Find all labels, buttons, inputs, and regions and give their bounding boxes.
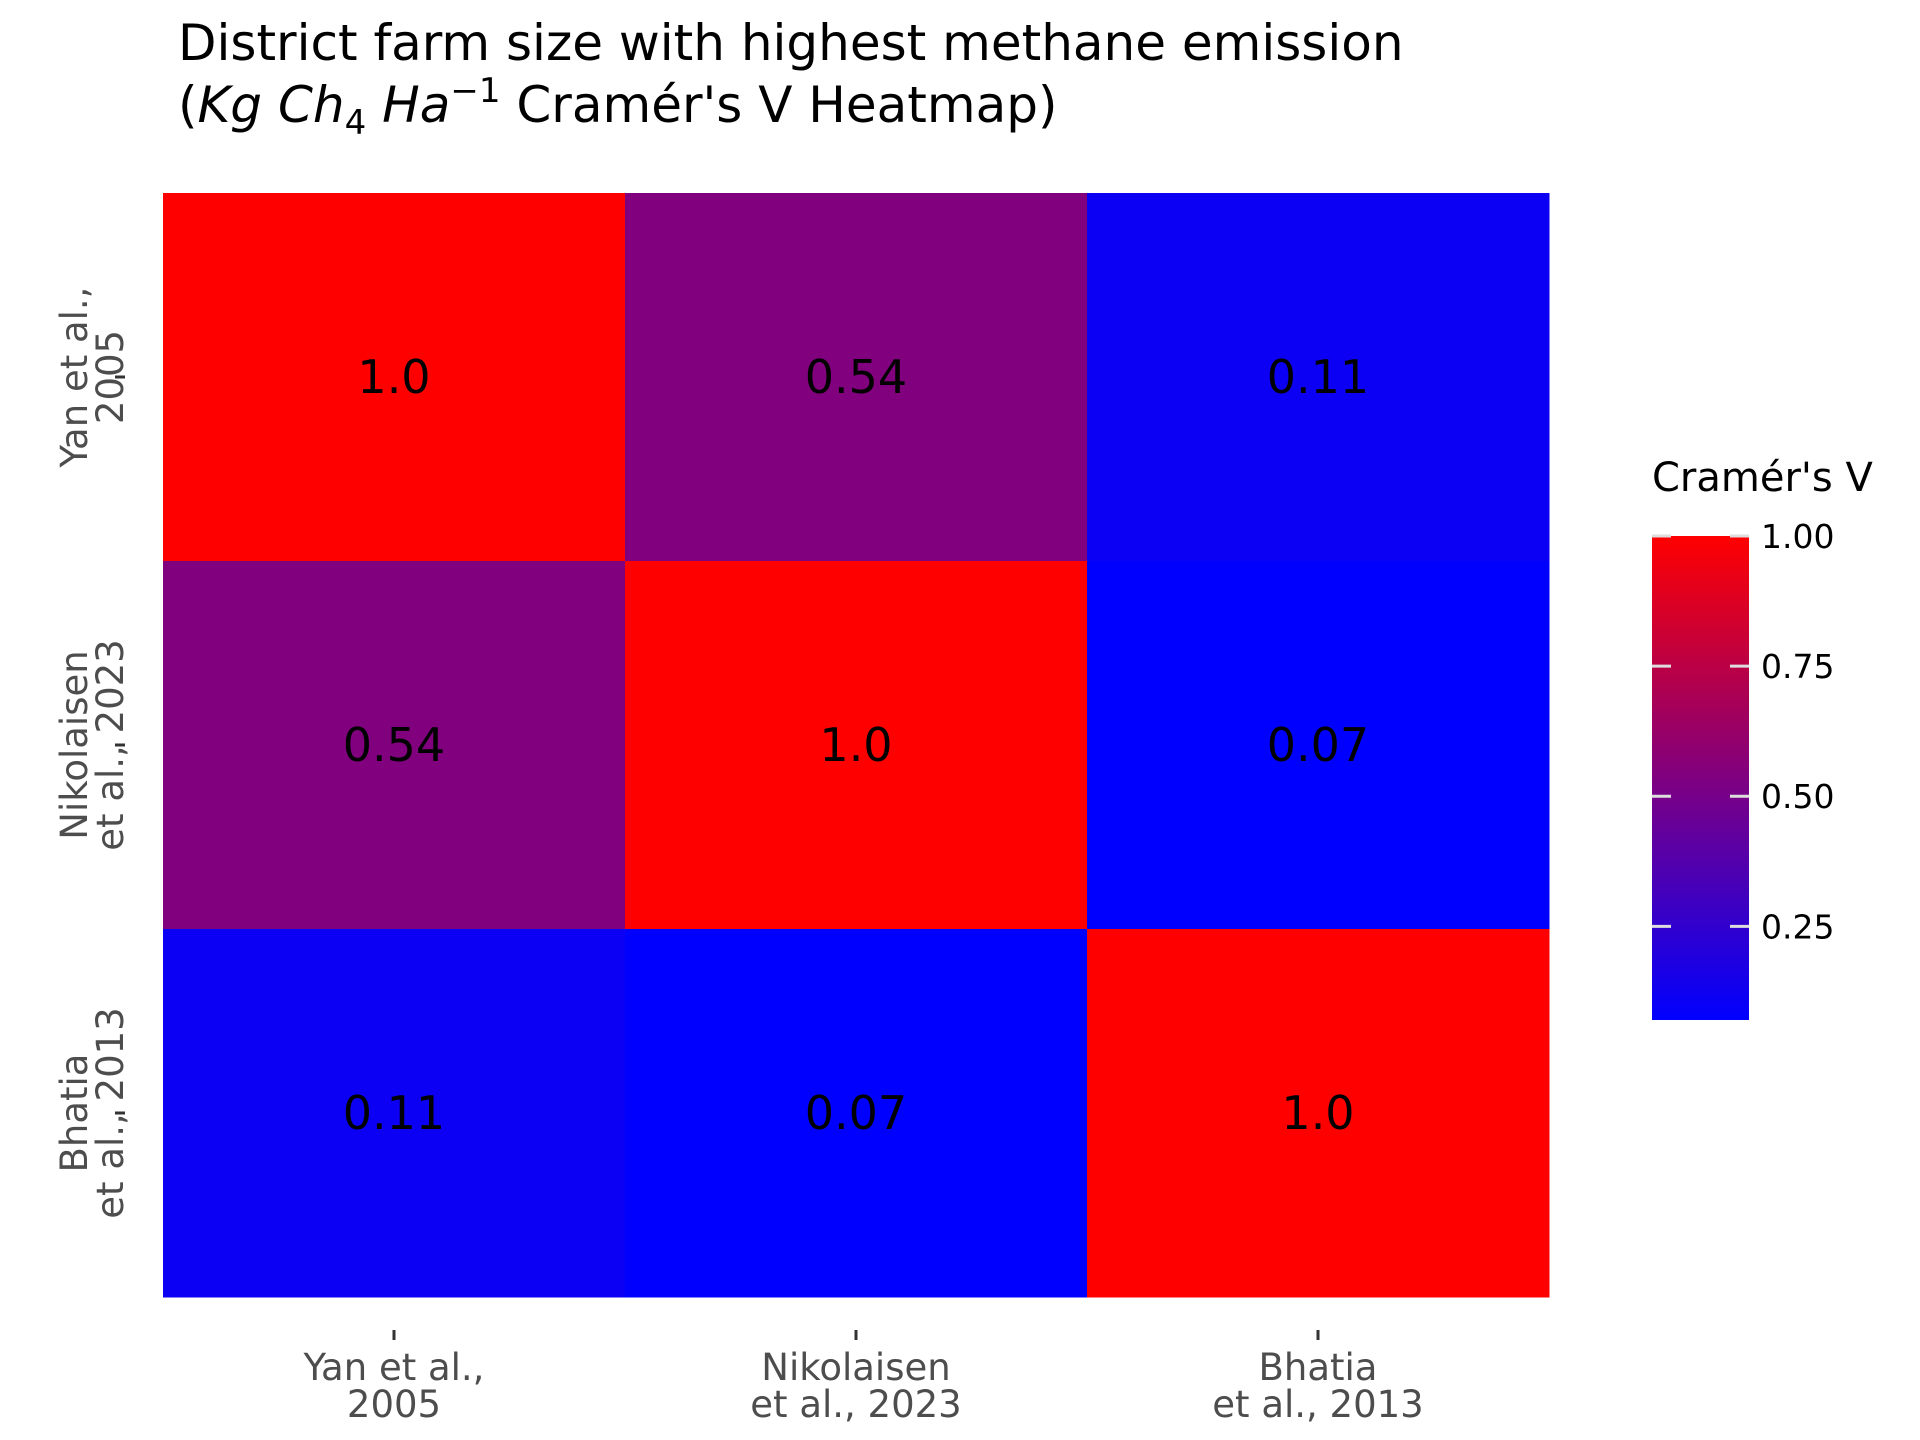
heatmap-cell-labels: 1.0 0.54 0.11 0.54 1.0 0.07 0.11 0.07 1.0 <box>343 350 1369 1140</box>
x-tick-label: et al., 2013 <box>1212 1383 1423 1426</box>
title-ha: Ha <box>382 76 450 134</box>
y-tick-label: Yan et al., <box>53 287 96 469</box>
x-tick-label: Nikolaisen <box>761 1346 950 1389</box>
legend-tick-label: 0.25 <box>1761 907 1834 946</box>
cell-value-label: 0.07 <box>1267 718 1369 772</box>
y-tick-label: 2005 <box>89 330 132 424</box>
title-ch-subscript: 4 <box>345 103 367 143</box>
legend-title: Cramér's V <box>1652 455 1873 501</box>
heatmap-cell <box>1087 193 1550 562</box>
legend-ticks: 1.00 0.75 0.50 0.25 <box>1652 517 1834 946</box>
heatmap-cell <box>163 561 626 930</box>
y-tick-label: et al., 2023 <box>89 639 132 850</box>
cell-value-label: 0.07 <box>805 1086 907 1140</box>
title-rest: Cramér's V Heatmap) <box>500 76 1057 134</box>
legend-tick-label: 0.50 <box>1761 777 1834 816</box>
heatmap-cell <box>163 929 626 1298</box>
heatmap-cell <box>1087 929 1550 1298</box>
y-tick-label: Nikolaisen <box>53 650 96 839</box>
heatmap-cell <box>625 561 1088 930</box>
title-open-paren: ( <box>178 76 198 134</box>
legend-colorbar <box>1652 536 1749 1020</box>
x-tick-label: Bhatia <box>1259 1346 1378 1389</box>
cell-value-label: 0.11 <box>343 1086 445 1140</box>
heatmap-cell <box>1087 561 1550 930</box>
legend-tick-label: 1.00 <box>1761 517 1834 556</box>
x-tick-label: Yan et al., <box>303 1346 485 1389</box>
title-ch: Ch <box>278 76 345 134</box>
title-ha-superscript: −1 <box>450 71 500 111</box>
y-tick-label: Bhatia <box>53 1054 96 1173</box>
legend-tick-label: 0.75 <box>1761 647 1834 686</box>
cell-value-label: 0.54 <box>805 350 907 404</box>
cell-value-label: 1.0 <box>357 350 430 404</box>
cell-value-label: 0.54 <box>343 718 445 772</box>
heatmap-cell <box>163 193 626 562</box>
y-tick-label: et al., 2013 <box>89 1007 132 1218</box>
cell-value-label: 0.11 <box>1267 350 1369 404</box>
heatmap-cells <box>163 193 1550 1298</box>
chart-title-line2: (Kg Ch4 Ha−1 Cramér's V Heatmap) <box>178 71 1058 143</box>
x-tick-label: et al., 2023 <box>750 1383 961 1426</box>
chart-title: District farm size with highest methane … <box>178 14 1404 143</box>
title-kg: Kg <box>198 76 263 134</box>
legend: Cramér's V 1.00 0.75 0.50 0.25 <box>1652 455 1873 1020</box>
heatmap-cell <box>625 929 1088 1298</box>
chart-title-line1: District farm size with highest methane … <box>178 14 1404 72</box>
cell-value-label: 1.0 <box>819 718 892 772</box>
y-tick-label-group: Yan et al.,2005 <box>53 287 132 469</box>
cell-value-label: 1.0 <box>1281 1086 1354 1140</box>
heatmap-cell <box>625 193 1088 562</box>
x-tick-label: 2005 <box>347 1383 441 1426</box>
